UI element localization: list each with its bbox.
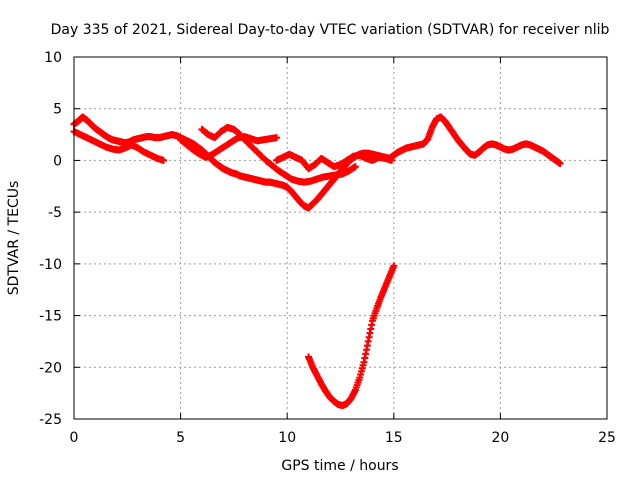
chart-title: Day 335 of 2021, Sidereal Day-to-day VTE…	[51, 22, 610, 38]
y-tick-label: 10	[44, 50, 62, 66]
data-point	[556, 160, 564, 168]
data-point	[160, 156, 168, 164]
y-tick-label: -5	[48, 205, 62, 221]
x-tick-label: 10	[278, 430, 296, 446]
x-tick-label: 20	[491, 430, 509, 446]
x-axis-label: GPS time / hours	[281, 458, 398, 474]
x-tick-label: 15	[385, 430, 403, 446]
series-track-d	[198, 123, 359, 186]
grid-lines	[74, 57, 607, 419]
y-axis-ticks: -25 -20 -15 -10 -5 0 5 10	[39, 50, 607, 428]
x-tick-label: 5	[176, 430, 185, 446]
y-tick-label: -25	[39, 412, 62, 428]
x-tick-label: 0	[70, 430, 79, 446]
x-axis-ticks: 0 5 10 15 20 25	[70, 57, 616, 446]
plot-frame	[73, 56, 608, 420]
y-tick-label: -20	[39, 360, 62, 376]
data-point	[273, 134, 281, 142]
data-point	[390, 262, 398, 270]
y-tick-label: -15	[39, 309, 62, 325]
series-track-f	[305, 262, 398, 410]
y-tick-label: -10	[39, 257, 62, 273]
series-track-b	[70, 127, 168, 164]
y-tick-label: 5	[53, 102, 62, 118]
data-series	[70, 113, 564, 410]
y-axis-label: SDTVAR / TECUs	[6, 181, 22, 296]
y-tick-label: 0	[53, 153, 62, 169]
x-tick-label: 25	[598, 430, 616, 446]
series-track-e	[273, 150, 396, 173]
data-point	[388, 156, 396, 164]
data-point	[351, 163, 359, 171]
